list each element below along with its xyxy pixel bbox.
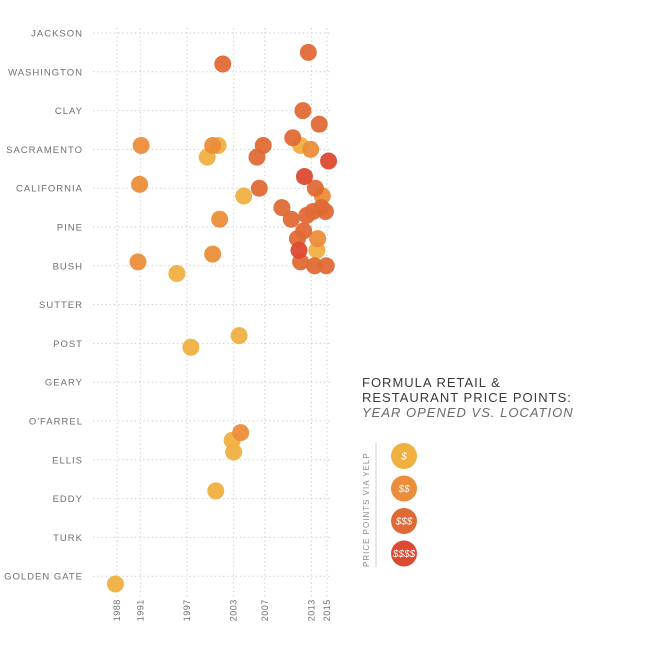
y-tick-label: SACRAMENTO — [6, 145, 83, 156]
data-point — [282, 210, 300, 228]
data-point — [129, 253, 147, 271]
data-point — [235, 187, 253, 205]
data-point — [298, 206, 316, 224]
data-point — [294, 102, 312, 120]
y-tick-label: GEARY — [45, 378, 83, 389]
data-point — [302, 140, 320, 158]
y-tick-label: POST — [53, 339, 83, 350]
y-tick-label: CLAY — [55, 106, 83, 117]
legend: PRICE POINTS VIA YELP $$$$$$$$$$ — [362, 443, 417, 567]
x-tick-label: 1997 — [182, 599, 192, 621]
data-point — [284, 129, 302, 147]
x-tick-label: 2013 — [306, 599, 316, 621]
data-point — [248, 148, 266, 166]
data-point — [309, 230, 327, 248]
data-points — [106, 43, 338, 593]
data-point — [106, 575, 124, 593]
legend-item-label: $$ — [397, 484, 410, 495]
y-tick-label: ELLIS — [52, 455, 83, 466]
data-point — [290, 241, 308, 259]
x-axis-labels: 1988 1991 1997 2003 2007 2013 2015 — [112, 599, 332, 621]
legend-item-label: $ — [400, 452, 407, 463]
data-point — [310, 115, 328, 133]
data-point — [317, 257, 335, 275]
data-point — [306, 257, 324, 275]
data-point — [168, 265, 186, 283]
data-point — [204, 137, 222, 155]
data-point — [230, 327, 248, 345]
x-tick-label: 2003 — [229, 599, 239, 621]
chart-title-line1: FORMULA RETAIL & — [362, 375, 501, 390]
y-tick-label: WASHINGTON — [8, 67, 83, 78]
chart-title-line2: RESTAURANT PRICE POINTS: — [362, 390, 572, 405]
y-tick-label: CALIFORNIA — [16, 184, 83, 195]
legend-items: $$$$$$$$$$ — [391, 443, 417, 567]
data-point — [306, 179, 324, 197]
y-tick-label: O'FARREL — [29, 417, 83, 428]
data-point — [295, 168, 313, 186]
data-point — [299, 43, 317, 61]
legend-item-label: $$$ — [395, 517, 413, 528]
data-point — [273, 199, 291, 217]
x-tick-label: 2015 — [322, 599, 332, 621]
legend-swatch — [391, 475, 417, 502]
y-tick-label: TURK — [53, 533, 83, 544]
data-point — [250, 179, 268, 197]
data-point — [211, 210, 229, 228]
y-tick-label: SUTTER — [39, 300, 83, 311]
legend-title: PRICE POINTS VIA YELP — [362, 452, 371, 567]
chart-subtitle: YEAR OPENED VS. LOCATION — [362, 405, 574, 420]
data-point — [131, 175, 149, 193]
y-tick-label: GOLDEN GATE — [4, 572, 83, 583]
data-point — [204, 245, 222, 263]
y-axis-labels: JACKSON WASHINGTON CLAY SACRAMENTO CALIFORNI… — [4, 29, 83, 583]
legend-item-label: $$$$ — [392, 549, 416, 560]
y-tick-label: PINE — [57, 223, 83, 234]
legend-swatch — [391, 508, 417, 534]
x-tick-label: 1988 — [112, 599, 122, 621]
data-point — [207, 482, 225, 500]
data-point — [214, 55, 232, 73]
data-point — [320, 152, 338, 170]
y-tick-label: JACKSON — [31, 29, 83, 40]
data-point — [182, 338, 200, 356]
x-tick-label: 1991 — [135, 599, 145, 621]
y-tick-label: EDDY — [53, 494, 83, 505]
data-point — [132, 137, 150, 155]
data-point — [225, 443, 243, 461]
x-tick-label: 2007 — [260, 599, 270, 621]
data-point — [316, 202, 334, 220]
legend-swatch — [391, 443, 417, 469]
legend-swatch — [391, 540, 417, 567]
y-tick-label: BUSH — [53, 261, 83, 272]
data-point — [232, 424, 250, 442]
